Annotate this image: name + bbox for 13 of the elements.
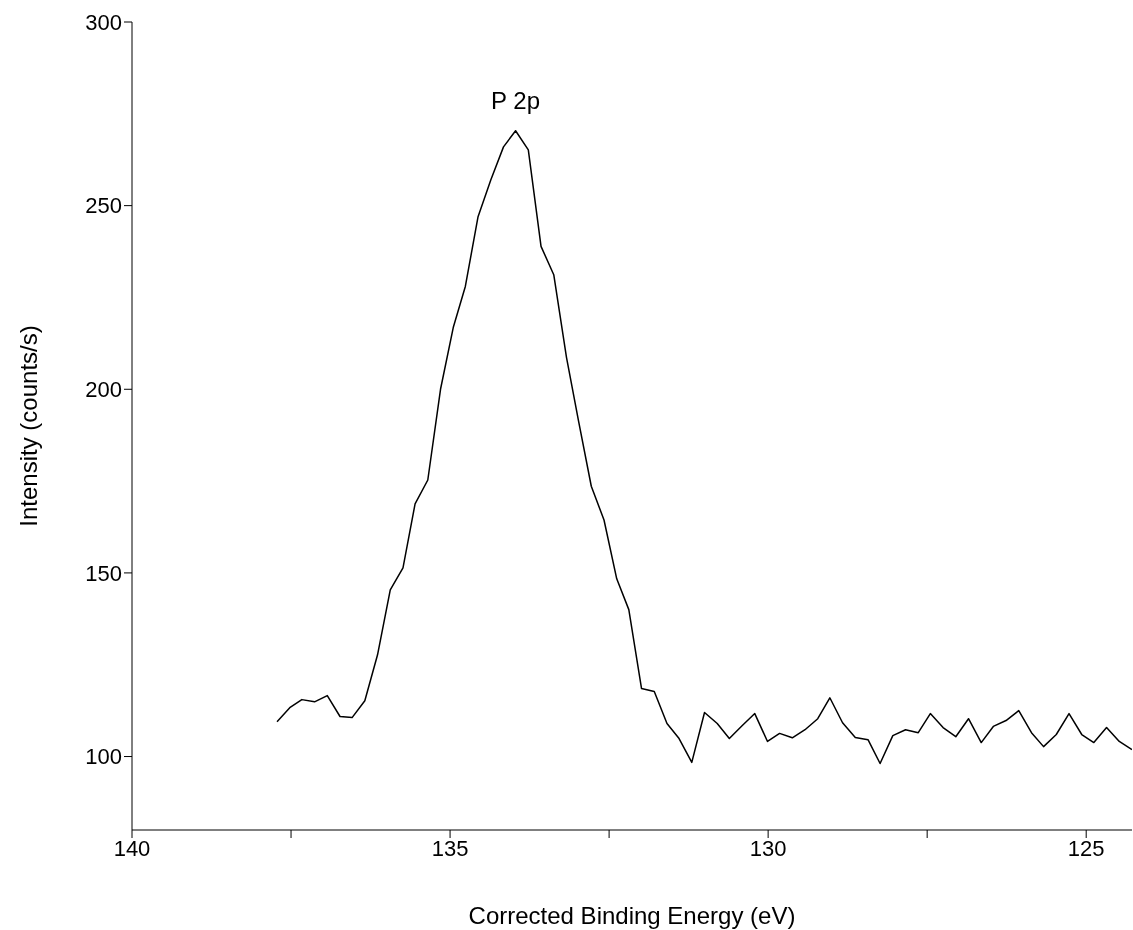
y-tick-label: 250 xyxy=(85,193,122,219)
x-axis-title: Corrected Binding Energy (eV) xyxy=(468,902,796,929)
x-tick-label: 135 xyxy=(431,835,469,861)
y-axis-title: Intensity (counts/s) xyxy=(14,325,42,527)
y-tick-label: 300 xyxy=(85,9,122,35)
y-tick-label: 200 xyxy=(85,377,122,403)
annotation: P 2p xyxy=(491,86,541,114)
x-tick-label: 140 xyxy=(113,835,151,861)
x-tick-label: 130 xyxy=(749,835,787,861)
line-series xyxy=(276,129,1132,765)
y-tick-label: 150 xyxy=(85,560,122,586)
x-tick-label: 125 xyxy=(1067,835,1105,861)
y-tick-label: 100 xyxy=(85,744,122,770)
